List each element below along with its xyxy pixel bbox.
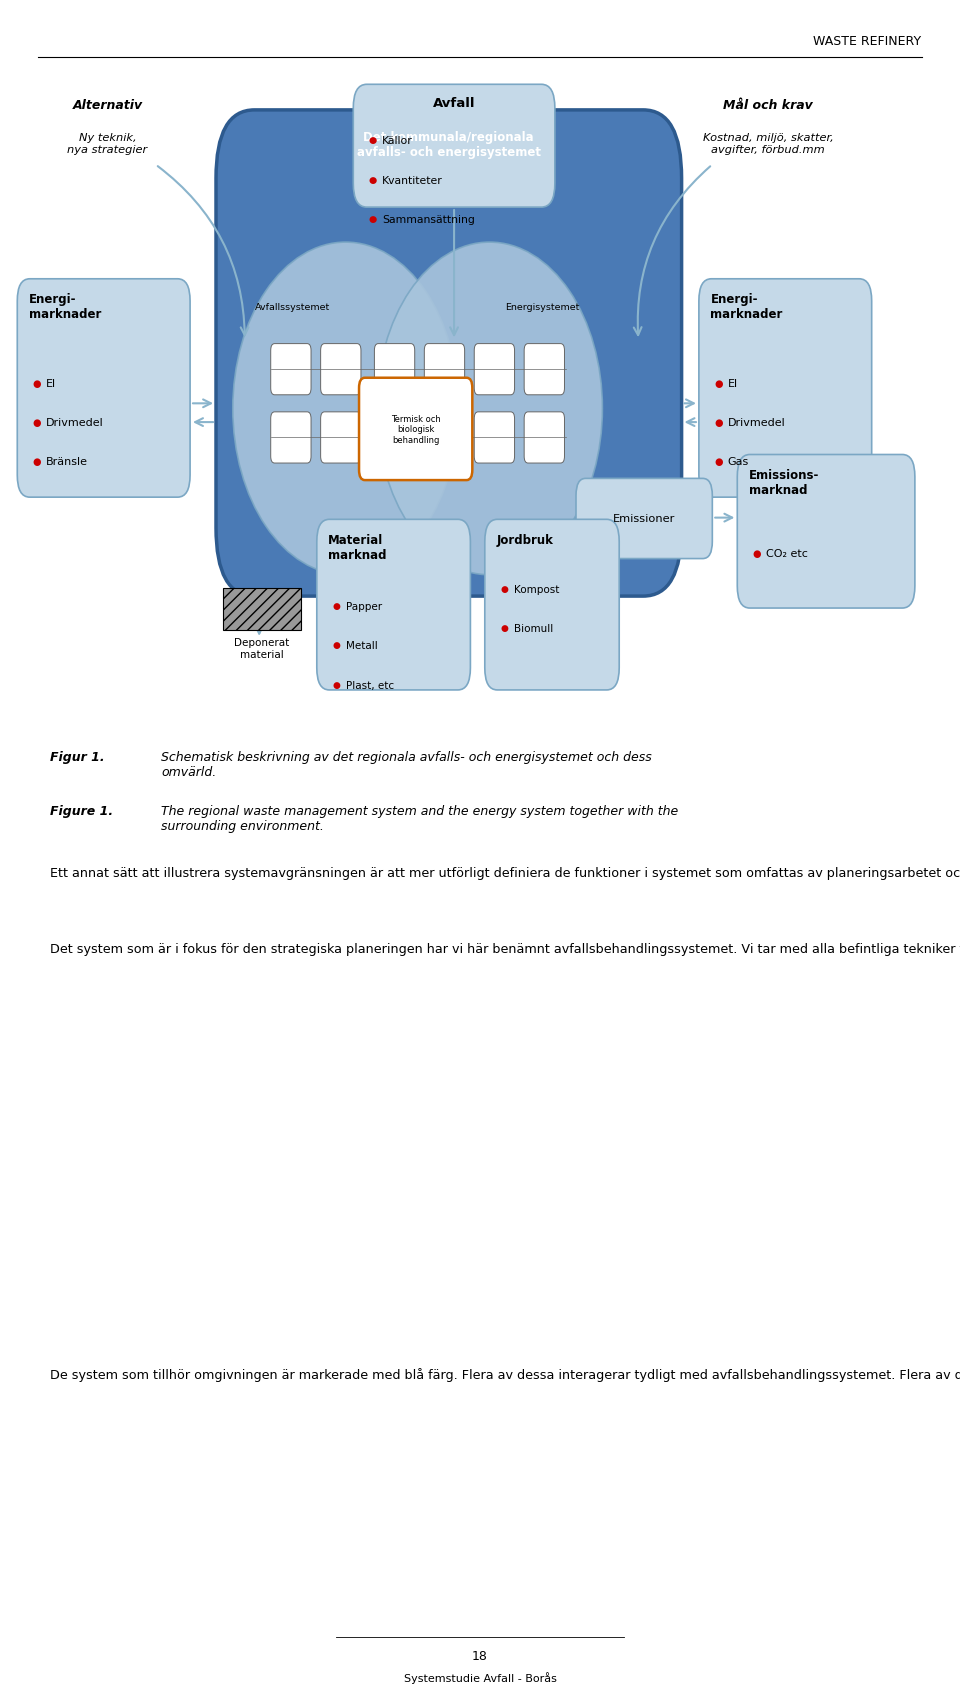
Text: Det system som är i fokus för den strategiska planeringen har vi här benämnt avf: Det system som är i fokus för den strate… <box>50 941 960 955</box>
Text: ●: ● <box>369 176 377 184</box>
FancyBboxPatch shape <box>359 379 472 481</box>
Text: Ett annat sätt att illustrera systemavgränsningen är att mer utförligt definiera: Ett annat sätt att illustrera systemavgr… <box>50 866 960 880</box>
Text: Figure 1.: Figure 1. <box>50 805 113 818</box>
FancyBboxPatch shape <box>524 413 564 464</box>
Text: Plast, etc: Plast, etc <box>346 680 394 691</box>
Text: Kompost: Kompost <box>514 585 559 595</box>
Text: Det kommunala/regionala
avfalls- och energisystemet: Det kommunala/regionala avfalls- och ene… <box>357 131 540 159</box>
FancyBboxPatch shape <box>699 280 872 498</box>
Text: ●: ● <box>369 215 377 223</box>
FancyBboxPatch shape <box>424 413 465 464</box>
FancyBboxPatch shape <box>321 413 361 464</box>
Text: Schematisk beskrivning av det regionala avfalls- och energisystemet och dess
omv: Schematisk beskrivning av det regionala … <box>161 750 652 777</box>
Text: El: El <box>46 379 57 389</box>
Text: Systemstudie Avfall - Borås: Systemstudie Avfall - Borås <box>403 1671 557 1683</box>
Bar <box>223 588 301 631</box>
FancyBboxPatch shape <box>524 344 564 396</box>
Ellipse shape <box>232 242 459 576</box>
Text: ●: ● <box>500 624 508 633</box>
Text: Figur 1.: Figur 1. <box>50 750 105 764</box>
Text: ●: ● <box>369 136 377 145</box>
Text: The regional waste management system and the energy system together with the
sur: The regional waste management system and… <box>161 805 679 832</box>
Text: De system som tillhör omgivningen är markerade med blå färg. Flera av dessa inte: De system som tillhör omgivningen är mar… <box>50 1367 960 1381</box>
FancyBboxPatch shape <box>374 413 415 464</box>
Text: Sammansättning: Sammansättning <box>382 215 475 225</box>
Text: Avfallssystemet: Avfallssystemet <box>255 302 330 312</box>
Text: Emissions-
marknad: Emissions- marknad <box>749 469 819 496</box>
Text: ●: ● <box>753 549 761 559</box>
Text: Kostnad, miljö, skatter,
avgifter, förbud.mm: Kostnad, miljö, skatter, avgifter, förbu… <box>703 133 833 155</box>
Text: Kvantiteter: Kvantiteter <box>382 176 443 186</box>
Text: Biomull: Biomull <box>514 624 553 634</box>
Text: El: El <box>728 379 738 389</box>
FancyBboxPatch shape <box>271 413 311 464</box>
Text: ●: ● <box>500 585 508 593</box>
Text: ●: ● <box>714 379 723 389</box>
Text: Källor: Källor <box>382 136 413 147</box>
Text: Bränsle: Bränsle <box>46 457 88 467</box>
Text: Drivmedel: Drivmedel <box>728 418 785 428</box>
FancyBboxPatch shape <box>317 520 470 691</box>
Text: Termisk och
biologisk
behandling: Termisk och biologisk behandling <box>391 414 441 445</box>
FancyBboxPatch shape <box>17 280 190 498</box>
Text: Deponerat
material: Deponerat material <box>234 638 290 660</box>
Text: Papper: Papper <box>346 602 382 612</box>
FancyBboxPatch shape <box>374 344 415 396</box>
Text: Metall: Metall <box>346 641 377 651</box>
Text: Avfall: Avfall <box>433 97 475 111</box>
Text: Drivmedel: Drivmedel <box>46 418 104 428</box>
Text: ●: ● <box>332 641 340 650</box>
FancyBboxPatch shape <box>474 344 515 396</box>
Text: Energi-
marknader: Energi- marknader <box>29 293 101 321</box>
FancyBboxPatch shape <box>321 344 361 396</box>
Text: Material
marknad: Material marknad <box>328 534 387 561</box>
Text: ●: ● <box>332 602 340 610</box>
FancyBboxPatch shape <box>424 344 465 396</box>
FancyBboxPatch shape <box>353 85 555 208</box>
Text: ●: ● <box>33 379 41 389</box>
FancyBboxPatch shape <box>485 520 619 691</box>
Text: WASTE REFINERY: WASTE REFINERY <box>813 34 922 48</box>
FancyBboxPatch shape <box>737 455 915 609</box>
Text: Ny teknik,
nya strategier: Ny teknik, nya strategier <box>67 133 148 155</box>
Text: ●: ● <box>714 418 723 428</box>
Text: ●: ● <box>33 457 41 467</box>
Text: ●: ● <box>332 680 340 689</box>
Text: ●: ● <box>33 418 41 428</box>
Text: Mål och krav: Mål och krav <box>723 99 813 113</box>
FancyBboxPatch shape <box>474 413 515 464</box>
Text: Energi-
marknader: Energi- marknader <box>710 293 782 321</box>
Text: Energisystemet: Energisystemet <box>505 302 580 312</box>
Text: 18: 18 <box>472 1649 488 1662</box>
Text: Alternativ: Alternativ <box>72 99 143 113</box>
FancyBboxPatch shape <box>271 344 311 396</box>
Text: Jordbruk: Jordbruk <box>496 534 553 547</box>
FancyBboxPatch shape <box>216 111 682 597</box>
Text: Gas: Gas <box>728 457 749 467</box>
Text: ●: ● <box>714 457 723 467</box>
FancyBboxPatch shape <box>576 479 712 559</box>
Text: Emissioner: Emissioner <box>613 515 675 523</box>
Ellipse shape <box>376 242 603 576</box>
Text: CO₂ etc: CO₂ etc <box>766 549 808 559</box>
